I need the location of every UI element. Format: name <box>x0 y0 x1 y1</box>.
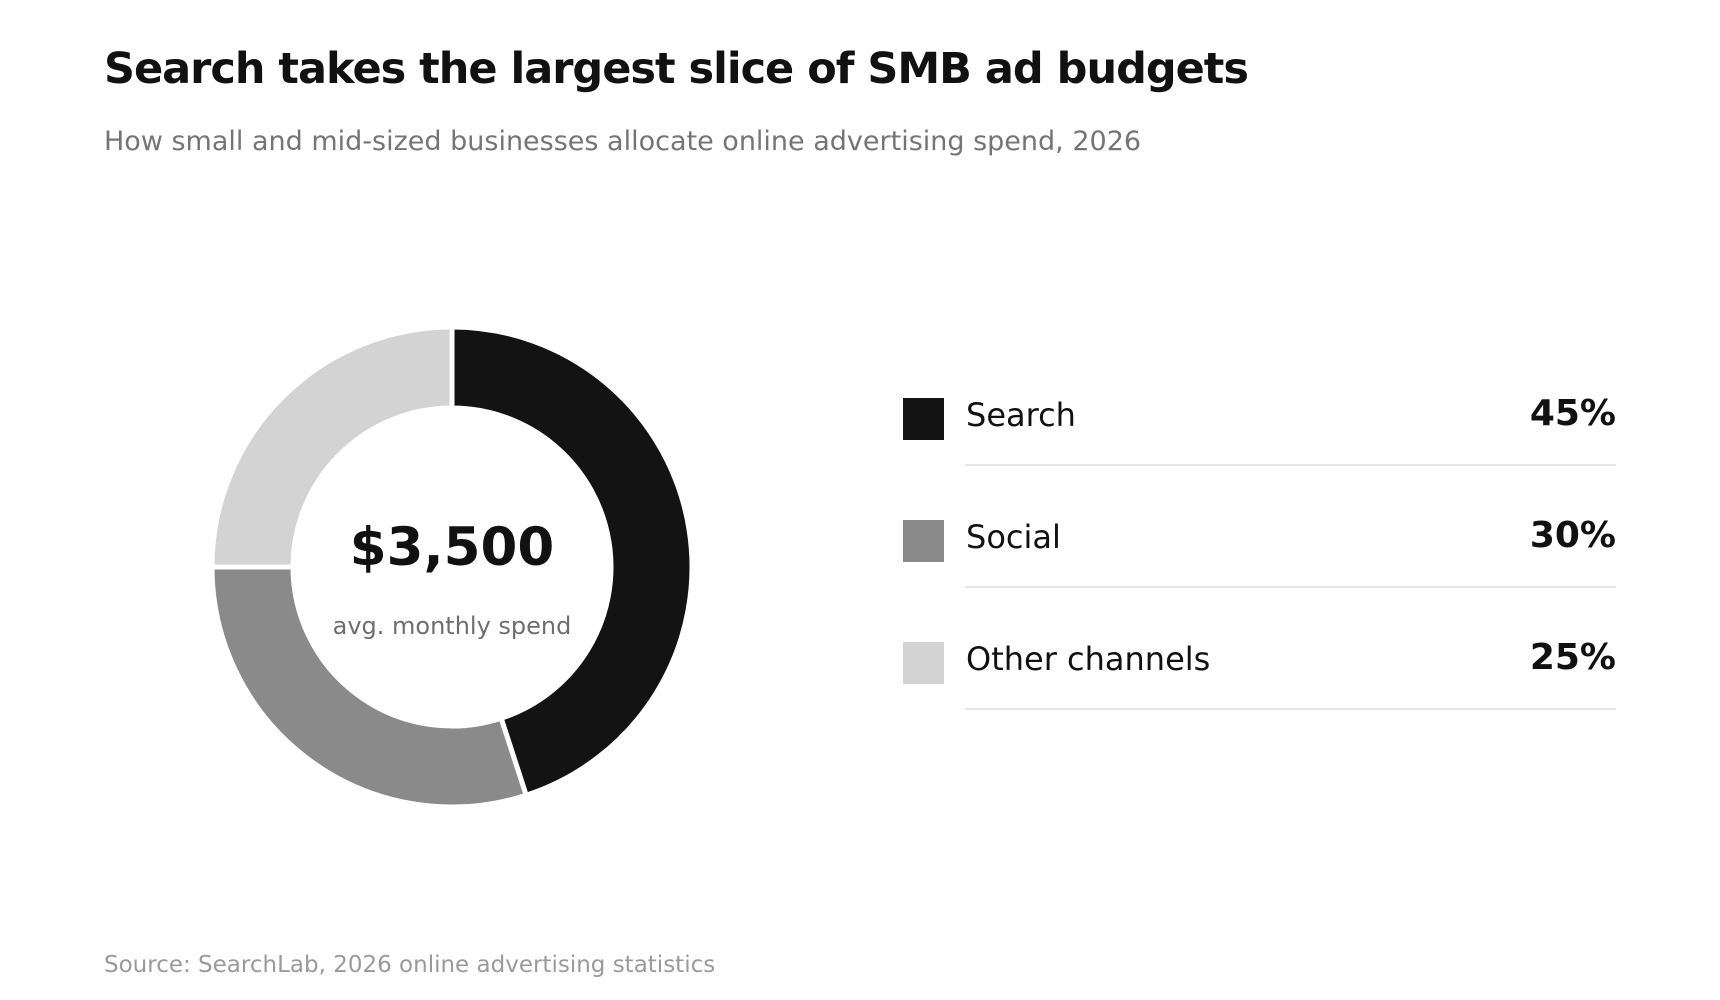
chart-title: Search takes the largest slice of SMB ad… <box>104 44 1249 94</box>
legend-divider <box>965 586 1616 588</box>
legend-swatch-search <box>903 398 944 440</box>
donut-slice-search <box>449 324 695 799</box>
donut-slices <box>209 324 695 810</box>
legend-divider <box>965 708 1616 710</box>
legend-label: Other channels <box>966 640 1211 678</box>
chart-subtitle: How small and mid-sized businesses alloc… <box>104 126 1142 157</box>
donut-chart: $3,500 avg. monthly spend <box>209 324 695 810</box>
legend-item-search: Search 45% <box>903 390 1616 512</box>
donut-slice-social <box>209 564 530 810</box>
legend-value: 30% <box>1529 515 1616 556</box>
center-value: $3,500 <box>350 517 555 578</box>
legend-swatch-social <box>903 520 944 562</box>
legend-label: Social <box>966 518 1061 556</box>
center-label: avg. monthly spend <box>333 612 572 640</box>
legend-item-other-channels: Other channels 25% <box>903 634 1616 756</box>
legend-value: 25% <box>1529 637 1616 678</box>
legend-swatch-other-channels <box>903 642 944 684</box>
legend-label: Search <box>966 396 1076 434</box>
donut-slice-other-channels <box>209 324 455 570</box>
legend-divider <box>965 464 1616 466</box>
legend-item-social: Social 30% <box>903 512 1616 634</box>
legend-value: 45% <box>1529 393 1616 434</box>
source-note: Source: SearchLab, 2026 online advertisi… <box>104 952 716 978</box>
